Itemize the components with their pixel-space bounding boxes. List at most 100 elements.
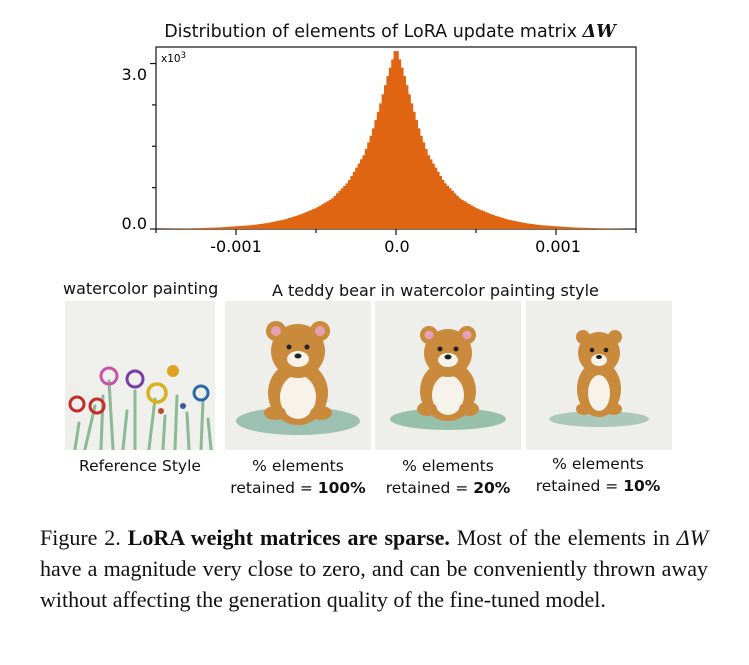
histogram-bar [585,227,589,229]
histogram-bar [511,220,514,229]
histogram-bar [316,206,320,229]
histogram-bar [482,211,486,229]
histogram-bar [189,228,193,229]
histogram-bar [463,201,466,229]
histogram-bar [487,213,490,229]
histogram-bar [204,227,207,229]
histogram-bar [410,103,414,229]
histogram-bar [187,228,190,229]
histogram-bar [458,198,462,229]
chart-title-text: Distribution of elements of LoRA update … [164,22,577,42]
histogram-bar [602,228,606,229]
histogram-bar [237,226,241,229]
histogram-bar [544,225,548,229]
histogram-bar [206,227,210,229]
caption-10-line2: retained = 10% [522,475,674,497]
histogram-bar [583,227,586,229]
histogram-bar [456,195,459,229]
histogram-bar [194,228,198,229]
histogram-bar [448,188,452,229]
histogram-bar [480,210,483,229]
histogram-bar [220,227,224,229]
histogram-bar [532,224,536,229]
histogram-bar [321,204,325,229]
histogram-bar [230,226,234,229]
histogram-bar [424,149,428,229]
histogram-bar [295,215,298,229]
histogram-bar [336,193,339,229]
histogram-bar [309,210,313,229]
histogram-bar [470,205,474,229]
histogram-bar [590,228,594,229]
bear-image-100 [225,301,371,450]
histogram-bar [568,227,572,229]
histogram-bar [326,201,330,229]
histogram-bar [422,142,426,229]
histogram-bar [374,120,378,229]
histogram-bar [492,215,495,229]
reference-style-caption: Reference Style [79,457,201,475]
caption-100: % elements retained = 100% [222,455,374,499]
histogram-bar [225,226,229,229]
histogram-bar [201,227,205,229]
histogram-bar [561,226,565,229]
caption-text-2: have a magnitude very close to zero, and… [40,556,708,612]
histogram-bars [156,51,637,230]
histogram-bar [400,67,404,229]
histogram-bar [391,59,394,230]
y-multiplier: x103 [161,51,186,65]
retained-value: 10% [623,477,661,495]
histogram-bar [314,208,318,229]
histogram-bar [446,185,450,229]
histogram-bar [439,175,442,229]
caption-bold: LoRA weight matrices are sparse. [127,525,450,550]
y-tick-label-3: 3.0 [122,65,147,84]
histogram-bar [184,228,188,229]
caption-100-line1: % elements [252,457,344,475]
histogram-bar [597,228,601,229]
histogram-bar [600,228,603,229]
histogram-bar [552,226,555,229]
prompt-label: A teddy bear in watercolor painting styl… [272,281,599,300]
histogram-bar [489,214,493,229]
histogram-bar [542,225,546,229]
histogram-bar [355,167,358,229]
figure-number: Figure 2. [40,525,121,550]
histogram-bar [525,223,529,229]
histogram-bar [268,222,272,229]
histogram-bar [271,222,274,229]
reference-style-image [65,301,215,450]
histogram-bar [290,217,294,229]
histogram-bar [398,59,402,230]
retained-prefix: retained = [230,479,318,497]
caption-100-line2: retained = 100% [222,477,374,499]
histogram-bar [297,215,301,229]
histogram-bar [300,214,303,229]
histogram-bar [530,223,534,229]
histogram-bar [302,213,306,229]
histogram-bar [396,51,399,229]
histogram-bar [352,171,356,229]
histogram-bar [338,190,342,229]
histogram-bar [518,222,522,229]
histogram-bar [357,163,361,229]
histogram-bar [453,193,457,229]
histogram-bar [528,223,531,229]
histogram-bar [427,155,430,229]
chart-title: Distribution of elements of LoRA update … [0,22,749,42]
histogram-bar [312,209,315,229]
histogram-bar [376,111,380,229]
histogram-bar [264,223,267,229]
histogram-bar [508,220,512,229]
histogram-bar [252,224,255,229]
histogram-bar [420,135,423,229]
histogram-bar [304,212,308,229]
watercolor-label: watercolor painting [63,279,219,298]
x-tick-label-zero: 0.0 [384,237,409,256]
histogram-bar [211,227,214,229]
histogram-bar [576,227,579,229]
histogram-bar [393,51,397,229]
histogram-bar [348,180,351,229]
histogram-bar [506,219,510,229]
histogram-bar [571,227,574,229]
